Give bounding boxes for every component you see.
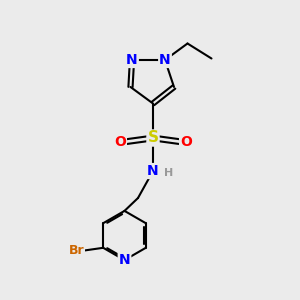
Text: N: N: [159, 53, 171, 67]
Text: H: H: [164, 168, 173, 178]
Text: Br: Br: [68, 244, 84, 257]
Text: N: N: [147, 164, 159, 178]
Text: S: S: [148, 130, 158, 146]
Text: O: O: [180, 136, 192, 149]
Text: N: N: [126, 53, 138, 67]
Text: O: O: [114, 136, 126, 149]
Text: N: N: [119, 253, 130, 267]
